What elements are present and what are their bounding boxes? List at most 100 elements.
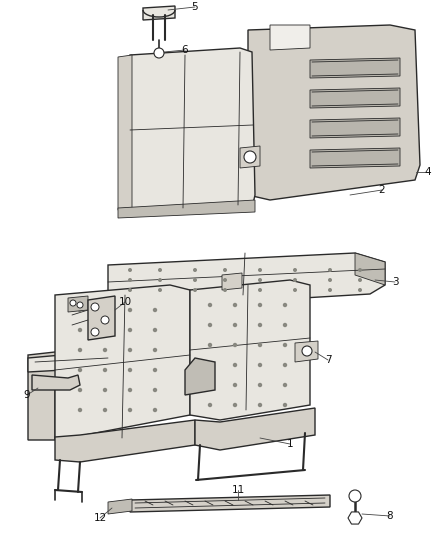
Circle shape xyxy=(208,383,212,387)
Polygon shape xyxy=(28,350,115,372)
Circle shape xyxy=(153,308,157,312)
Circle shape xyxy=(328,268,332,272)
Circle shape xyxy=(258,323,262,327)
Polygon shape xyxy=(55,285,190,440)
Polygon shape xyxy=(348,512,362,524)
Polygon shape xyxy=(248,25,420,200)
Text: 11: 11 xyxy=(231,485,245,495)
Circle shape xyxy=(258,343,262,347)
Circle shape xyxy=(128,268,132,272)
Text: 8: 8 xyxy=(387,511,393,521)
Circle shape xyxy=(244,151,256,163)
Circle shape xyxy=(78,388,82,392)
Polygon shape xyxy=(118,200,255,218)
Text: 4: 4 xyxy=(425,167,431,177)
Circle shape xyxy=(233,383,237,387)
Circle shape xyxy=(358,268,362,272)
Circle shape xyxy=(233,343,237,347)
Polygon shape xyxy=(270,25,310,50)
Circle shape xyxy=(128,328,132,332)
Circle shape xyxy=(223,278,227,282)
Circle shape xyxy=(128,278,132,282)
Polygon shape xyxy=(55,420,195,462)
Polygon shape xyxy=(222,273,242,290)
Circle shape xyxy=(101,316,109,324)
Text: 12: 12 xyxy=(93,513,106,523)
Circle shape xyxy=(293,278,297,282)
Circle shape xyxy=(302,346,312,356)
Circle shape xyxy=(103,408,107,412)
Text: 10: 10 xyxy=(118,297,131,307)
Circle shape xyxy=(154,48,164,58)
Circle shape xyxy=(283,363,287,367)
Circle shape xyxy=(233,363,237,367)
Circle shape xyxy=(158,278,162,282)
Text: 9: 9 xyxy=(24,390,30,400)
Circle shape xyxy=(233,403,237,407)
Circle shape xyxy=(283,303,287,307)
Circle shape xyxy=(223,288,227,292)
Text: 1: 1 xyxy=(287,439,293,449)
Circle shape xyxy=(193,288,197,292)
Circle shape xyxy=(158,288,162,292)
Polygon shape xyxy=(32,375,80,390)
Circle shape xyxy=(349,490,361,502)
Circle shape xyxy=(103,388,107,392)
Circle shape xyxy=(358,278,362,282)
Circle shape xyxy=(283,323,287,327)
Circle shape xyxy=(128,388,132,392)
Circle shape xyxy=(91,303,99,311)
Circle shape xyxy=(293,288,297,292)
Polygon shape xyxy=(108,253,385,308)
Text: 6: 6 xyxy=(182,45,188,55)
Circle shape xyxy=(78,328,82,332)
Circle shape xyxy=(328,278,332,282)
Circle shape xyxy=(103,368,107,372)
Polygon shape xyxy=(295,341,318,362)
Polygon shape xyxy=(310,118,400,138)
Circle shape xyxy=(258,278,262,282)
Circle shape xyxy=(233,323,237,327)
Circle shape xyxy=(258,288,262,292)
Circle shape xyxy=(128,368,132,372)
Polygon shape xyxy=(88,296,115,340)
Polygon shape xyxy=(240,146,260,168)
Polygon shape xyxy=(310,148,400,168)
Circle shape xyxy=(208,323,212,327)
Circle shape xyxy=(78,348,82,352)
Polygon shape xyxy=(190,280,310,420)
Circle shape xyxy=(258,363,262,367)
Circle shape xyxy=(153,348,157,352)
Circle shape xyxy=(283,343,287,347)
Circle shape xyxy=(208,403,212,407)
Polygon shape xyxy=(310,58,400,78)
Polygon shape xyxy=(143,6,175,20)
Circle shape xyxy=(258,303,262,307)
Polygon shape xyxy=(108,300,135,325)
Circle shape xyxy=(77,302,83,308)
Polygon shape xyxy=(130,495,330,512)
Circle shape xyxy=(78,408,82,412)
Circle shape xyxy=(293,268,297,272)
Circle shape xyxy=(223,268,227,272)
Polygon shape xyxy=(128,48,255,215)
Circle shape xyxy=(128,408,132,412)
Circle shape xyxy=(258,383,262,387)
Circle shape xyxy=(208,363,212,367)
Polygon shape xyxy=(195,408,315,450)
Circle shape xyxy=(153,388,157,392)
Text: 7: 7 xyxy=(325,355,331,365)
Circle shape xyxy=(103,308,107,312)
Circle shape xyxy=(91,328,99,336)
Circle shape xyxy=(208,303,212,307)
Circle shape xyxy=(153,328,157,332)
Text: 5: 5 xyxy=(192,2,198,12)
Circle shape xyxy=(103,348,107,352)
Circle shape xyxy=(153,408,157,412)
Circle shape xyxy=(70,300,76,306)
Circle shape xyxy=(258,403,262,407)
Polygon shape xyxy=(185,358,215,395)
Circle shape xyxy=(128,308,132,312)
Polygon shape xyxy=(28,350,75,440)
Circle shape xyxy=(208,343,212,347)
